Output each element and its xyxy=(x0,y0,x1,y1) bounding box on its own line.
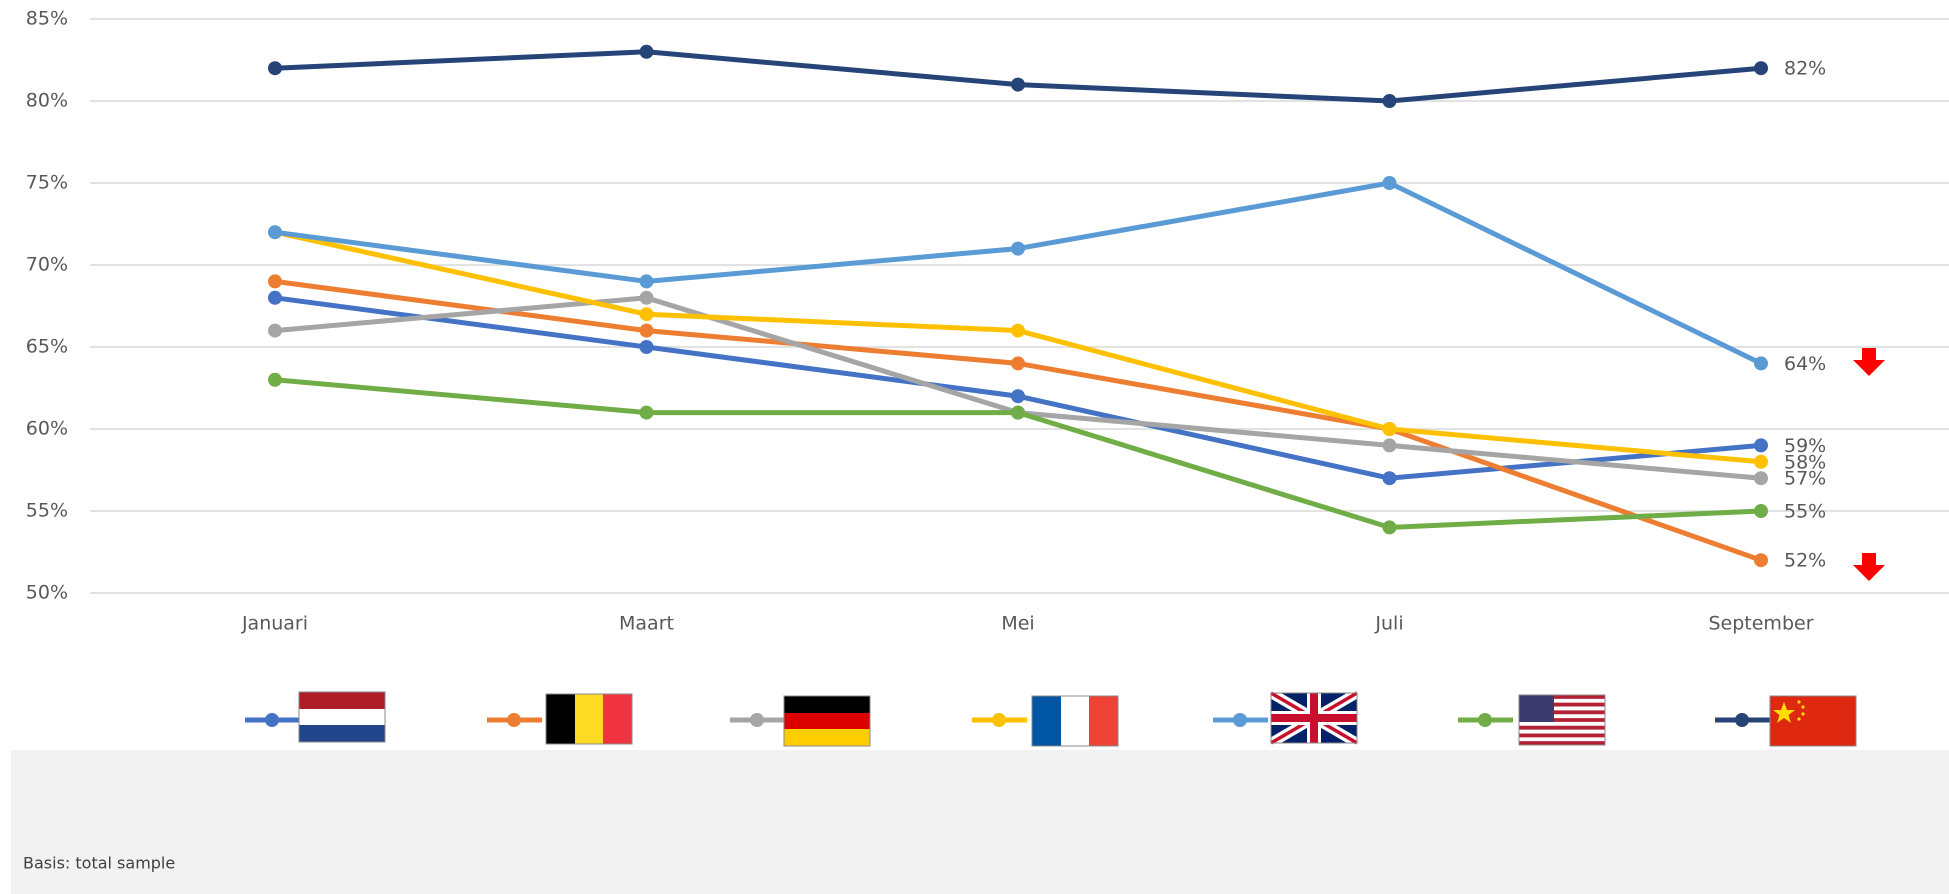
point xyxy=(268,372,282,387)
legend-marker xyxy=(992,713,1006,727)
flag-fr xyxy=(1031,695,1119,747)
series-line xyxy=(274,49,1762,104)
point xyxy=(639,44,654,59)
point xyxy=(1011,77,1025,92)
flag-cn xyxy=(1769,695,1857,747)
point xyxy=(1754,471,1768,486)
point xyxy=(1754,553,1768,568)
y-tick-label: 70% xyxy=(26,254,68,276)
point xyxy=(268,323,282,338)
legend-marker xyxy=(1478,713,1492,727)
point xyxy=(268,290,282,305)
value-label: 57% xyxy=(1784,468,1826,490)
point xyxy=(1754,61,1768,76)
point xyxy=(1382,520,1397,535)
value-label: 52% xyxy=(1784,550,1826,572)
y-tick-label: 85% xyxy=(26,8,68,30)
down-arrow xyxy=(1853,553,1885,581)
x-tick-label: Mei xyxy=(1001,613,1034,635)
point xyxy=(1754,438,1768,453)
point xyxy=(268,225,282,240)
point xyxy=(1011,405,1025,420)
point xyxy=(1382,422,1397,436)
y-tick-label: 50% xyxy=(26,582,68,604)
point xyxy=(639,307,654,322)
x-tick-label: Januari xyxy=(241,613,308,635)
footer-band xyxy=(11,750,1949,894)
flag-be xyxy=(545,693,633,745)
value-label: 82% xyxy=(1784,58,1826,80)
legend-marker xyxy=(1735,713,1749,727)
point xyxy=(1011,389,1025,404)
point xyxy=(268,274,282,289)
legend-marker xyxy=(1233,713,1247,727)
y-tick-label: 80% xyxy=(26,90,68,112)
x-tick-label: Maart xyxy=(619,613,674,635)
flag-us xyxy=(1518,694,1606,746)
point xyxy=(639,274,654,289)
point xyxy=(639,323,654,338)
flag-de xyxy=(783,695,871,747)
point xyxy=(1382,94,1397,108)
value-label: 64% xyxy=(1784,353,1826,375)
point xyxy=(1011,241,1025,256)
flag-uk xyxy=(1268,688,1360,748)
point xyxy=(639,290,654,305)
point xyxy=(268,61,282,76)
y-tick-label: 55% xyxy=(26,500,68,522)
point xyxy=(1382,176,1397,190)
point xyxy=(1754,504,1768,518)
y-tick-label: 65% xyxy=(26,336,68,358)
point xyxy=(1754,454,1768,469)
plot: 50% 55% 60% 65% 70% 75% 80% 85% Januari Maart Mei J… xyxy=(26,8,1949,727)
flag-nl xyxy=(298,691,386,743)
value-label: 58% xyxy=(1784,451,1826,473)
value-label: 59% xyxy=(1784,435,1826,457)
legend-marker xyxy=(265,713,279,727)
y-tick-label: 60% xyxy=(26,418,68,440)
down-arrow xyxy=(1853,348,1885,376)
x-tick-label: September xyxy=(1708,613,1813,635)
footnote: Basis: total sample xyxy=(23,854,175,873)
y-tick-label: 75% xyxy=(26,172,68,194)
point xyxy=(1754,356,1768,371)
point xyxy=(1011,323,1025,338)
point xyxy=(639,405,654,420)
point xyxy=(1011,356,1025,371)
value-label: 55% xyxy=(1784,501,1826,523)
point xyxy=(1382,438,1397,453)
legend-marker xyxy=(750,713,764,727)
x-tick-label: Juli xyxy=(1374,613,1403,635)
point xyxy=(639,340,654,354)
point xyxy=(1382,471,1397,486)
legend-marker xyxy=(507,713,521,727)
